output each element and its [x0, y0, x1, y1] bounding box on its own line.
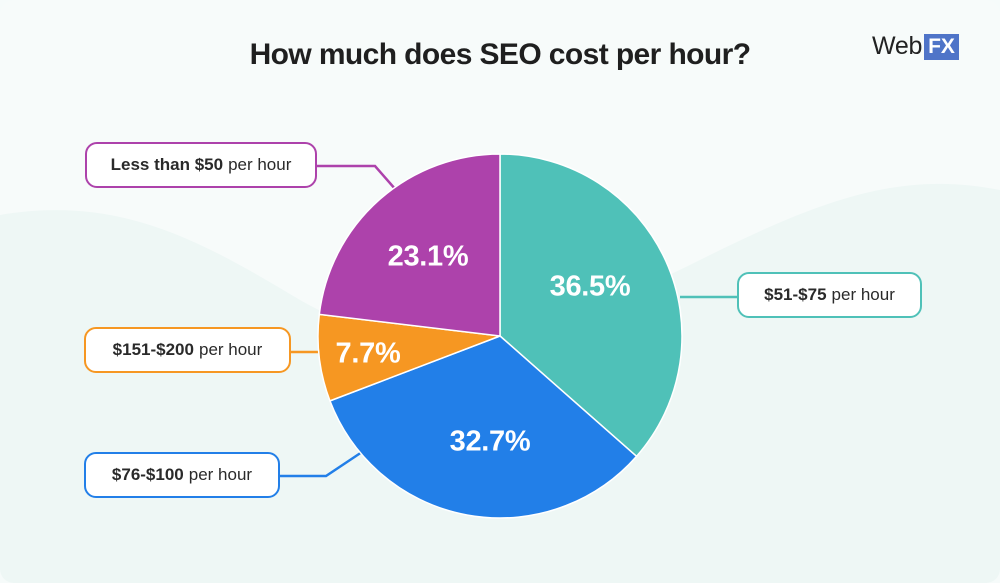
callout-rest: per hour [188, 465, 253, 484]
logo-text: Web [872, 32, 923, 60]
pie-slices [317, 153, 683, 519]
pct-label-76-100: 32.7% [449, 425, 531, 458]
callout-rest: per hour [228, 155, 292, 174]
slice-51-75 [499, 153, 683, 458]
pct-label-51-75: 36.5% [549, 270, 631, 303]
callout-76-100: $76-$100 per hour [84, 452, 280, 498]
callout-bold: $76-$100 [111, 465, 184, 484]
leader-line-less-than-50 [316, 164, 397, 191]
callout-rest: per hour [198, 340, 263, 359]
leader-line-76-100 [278, 450, 363, 478]
callout-bold: $151-$200 [112, 340, 194, 359]
callout-bold: Less than $50 [110, 155, 224, 174]
slice-76-100 [328, 335, 638, 519]
pct-label-151-200: 7.7% [335, 337, 401, 370]
logo-badge: FX [924, 33, 959, 60]
callout-bold: $51-$75 [764, 285, 827, 304]
slice-less-than-50 [318, 153, 501, 337]
webfx-logo: Web FX [872, 32, 959, 61]
pct-label-less-than-50: 23.1% [387, 240, 469, 273]
callout-51-75: $51-$75 per hour [737, 272, 922, 318]
callout-less-than-50: Less than $50 per hour [85, 142, 317, 188]
callout-151-200: $151-$200 per hour [84, 327, 291, 373]
chart-title: How much does SEO cost per hour? [249, 38, 751, 71]
callout-rest: per hour [831, 285, 895, 304]
